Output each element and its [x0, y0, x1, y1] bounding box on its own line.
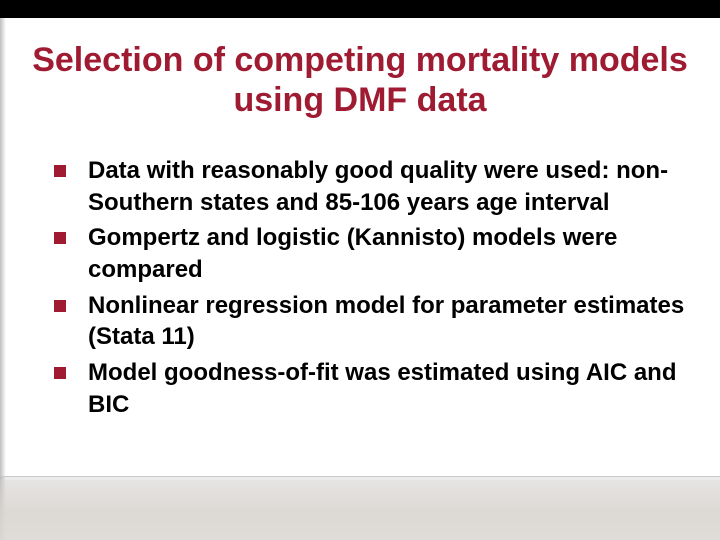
square-bullet-icon: [54, 232, 66, 244]
list-item: Nonlinear regression model for parameter…: [24, 290, 696, 353]
left-shadow: [0, 0, 6, 540]
bullet-text: Gompertz and logistic (Kannisto) models …: [88, 222, 696, 285]
list-item: Model goodness-of-fit was estimated usin…: [24, 357, 696, 420]
square-bullet-icon: [54, 367, 66, 379]
list-item: Gompertz and logistic (Kannisto) models …: [24, 222, 696, 285]
bullet-text: Model goodness-of-fit was estimated usin…: [88, 357, 696, 420]
body-area: Data with reasonably good quality were u…: [24, 155, 696, 424]
top-bar: [0, 0, 720, 18]
bullet-text: Nonlinear regression model for parameter…: [88, 290, 696, 353]
square-bullet-icon: [54, 300, 66, 312]
bottom-band: [0, 476, 720, 540]
square-bullet-icon: [54, 165, 66, 177]
bullet-text: Data with reasonably good quality were u…: [88, 155, 696, 218]
list-item: Data with reasonably good quality were u…: [24, 155, 696, 218]
title-wrap: Selection of competing mortality models …: [24, 40, 696, 120]
slide-title: Selection of competing mortality models …: [24, 40, 696, 120]
